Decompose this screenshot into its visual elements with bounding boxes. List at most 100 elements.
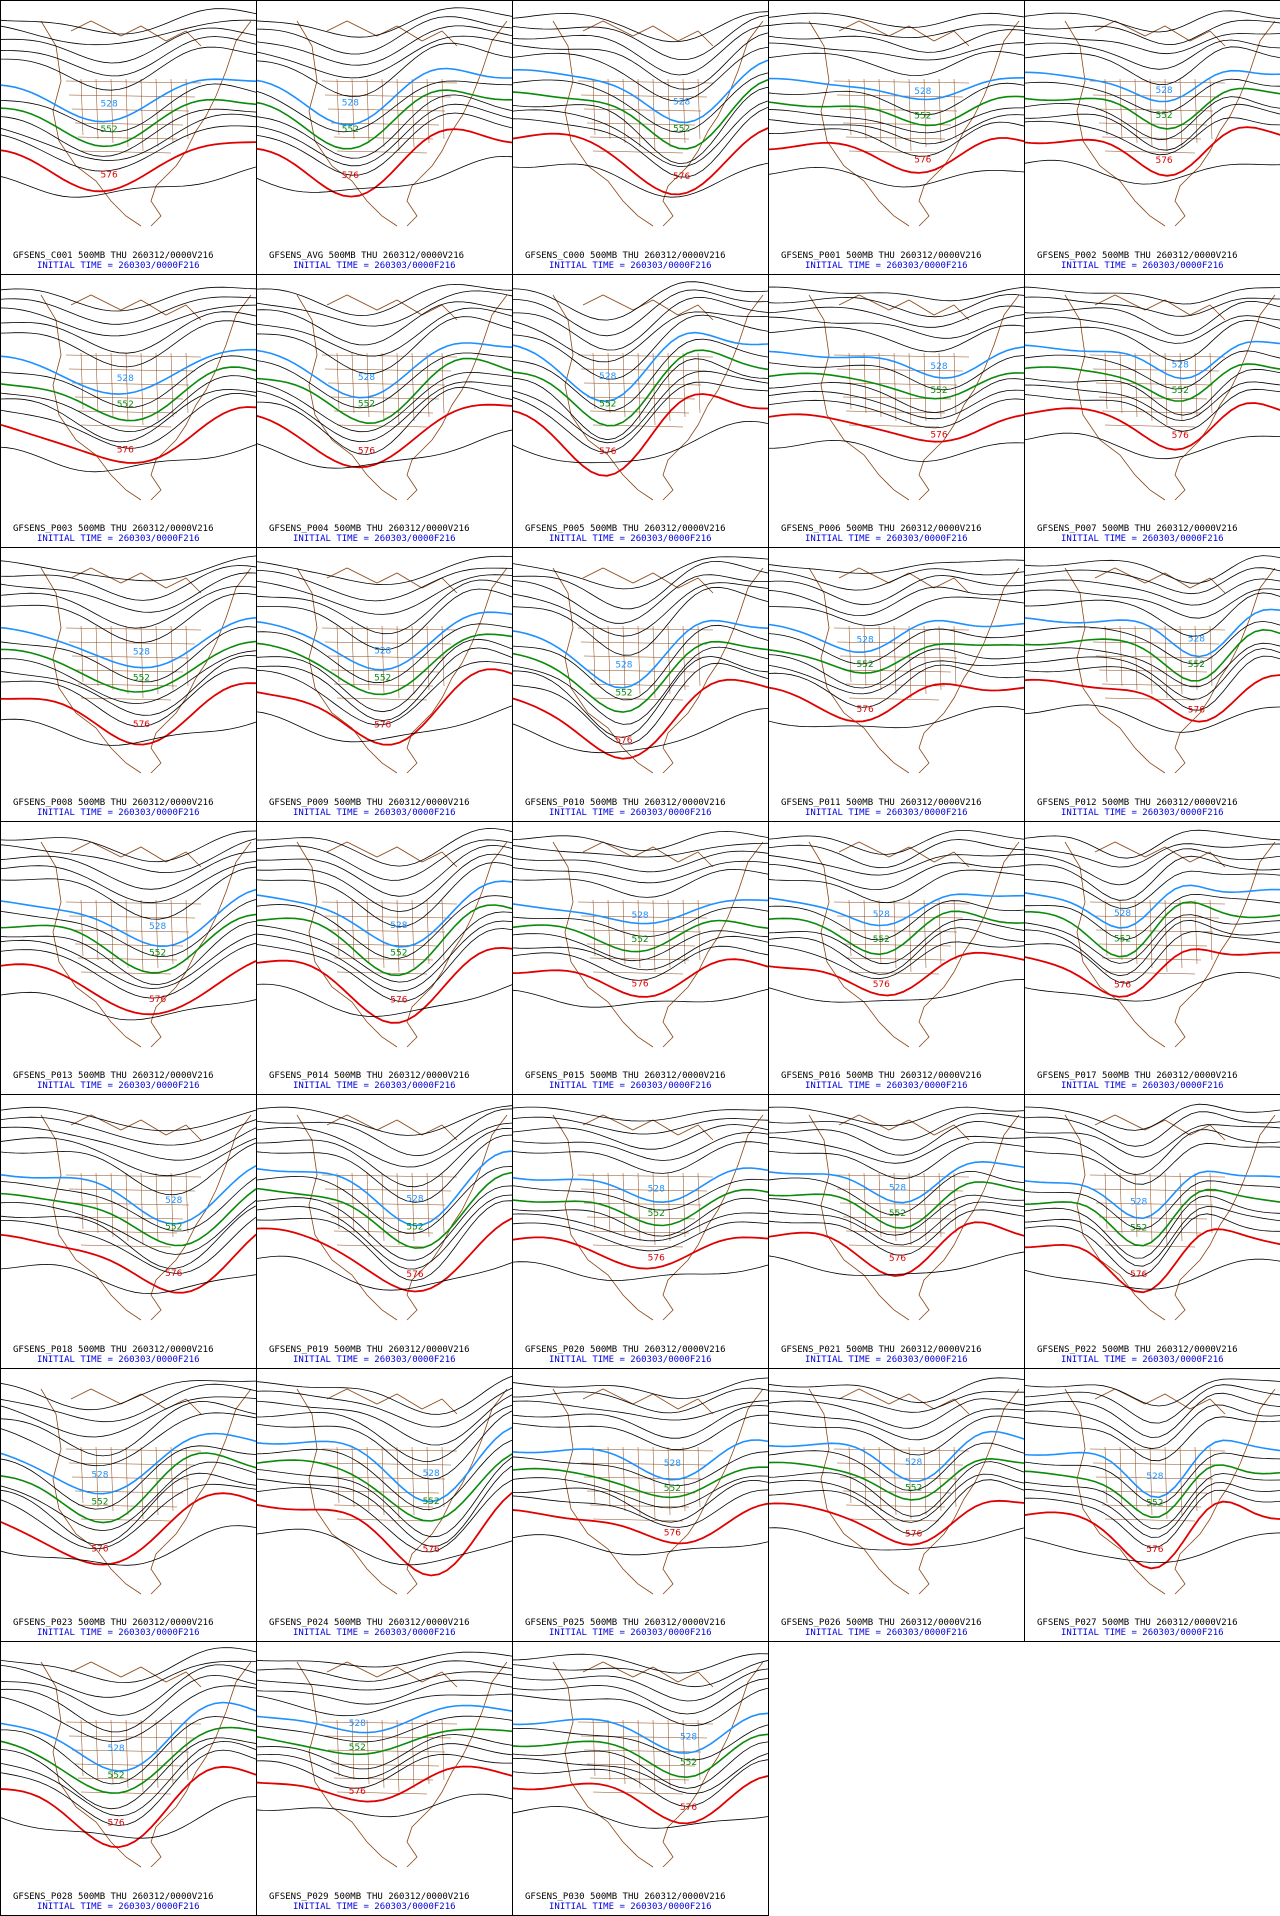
panel-initial-time: INITIAL TIME = 260303/0000F216: [37, 534, 200, 544]
state-border: [381, 78, 385, 148]
state-border: [110, 78, 114, 144]
state-border: [336, 697, 428, 701]
contour-552: [257, 1171, 512, 1249]
ensemble-panel-p019: 528 552 576 GFSENS_P019 500MB THU 260312/00…: [256, 1094, 513, 1369]
contour-576: [769, 1499, 1024, 1546]
west-coastline: [40, 1388, 142, 1595]
state-border: [396, 1719, 400, 1793]
state-border: [863, 625, 867, 687]
height-contour: [513, 1387, 768, 1414]
basemap: [808, 20, 1020, 227]
arctic-coastline: [326, 567, 458, 594]
contour-label-552: 552: [1146, 1498, 1163, 1508]
height-contour: [257, 1134, 512, 1203]
height-contour: [513, 988, 768, 1008]
panel-initial-time: INITIAL TIME = 260303/0000F216: [37, 808, 200, 818]
height-contour: [1025, 1213, 1280, 1277]
contour-552: [513, 640, 768, 713]
height-contour: [769, 1461, 1024, 1517]
panel-initial-time: INITIAL TIME = 260303/0000F216: [805, 808, 968, 818]
state-border: [74, 122, 184, 126]
west-coastline: [296, 20, 398, 227]
west-coastline: [808, 841, 910, 1048]
contour-528: [513, 1167, 768, 1204]
state-border: [1164, 899, 1168, 973]
state-border: [697, 625, 701, 687]
state-border: [170, 1446, 174, 1512]
state-border: [1179, 352, 1183, 422]
height-contour-map: 528 552 576: [769, 559, 1024, 774]
contour-label-528: 528: [664, 1459, 681, 1469]
height-contour: [513, 381, 768, 453]
state-border: [682, 352, 686, 418]
ensemble-panel-p015: 528 552 576 GFSENS_P015 500MB THU 260312/00…: [512, 821, 769, 1095]
contour-552: [1, 366, 256, 422]
state-border: [330, 1216, 440, 1220]
height-contour: [1, 113, 256, 161]
state-border: [80, 78, 84, 136]
contour-label-576: 576: [101, 171, 118, 181]
panel-title: GFSENS_P002 500MB THU 260312/0000V216: [1037, 251, 1238, 261]
height-contour: [1025, 39, 1280, 70]
contour-528: [257, 342, 512, 399]
height-contour: [1025, 893, 1280, 940]
state-border: [938, 1172, 942, 1238]
arctic-coastline: [582, 294, 714, 321]
state-border: [1164, 352, 1168, 426]
height-contour-map: 528 552 576: [1025, 555, 1280, 774]
east-coastline: [150, 567, 252, 774]
state-border: [893, 1446, 897, 1516]
height-contour: [769, 1473, 1024, 1523]
height-contour: [1025, 368, 1280, 416]
state-border: [953, 625, 957, 687]
height-contour: [769, 862, 1024, 891]
height-contour: [513, 556, 768, 590]
height-contour: [769, 305, 1024, 328]
arctic-coastline: [70, 1661, 202, 1688]
state-border: [682, 1719, 686, 1785]
state-border: [592, 971, 684, 975]
height-contour: [513, 25, 768, 76]
contour-label-528: 528: [390, 921, 407, 931]
height-contour: [513, 1132, 768, 1161]
panel-initial-time: INITIAL TIME = 260303/0000F216: [549, 1081, 712, 1091]
arctic-coastline: [838, 1388, 970, 1415]
state-border: [1209, 899, 1213, 961]
height-contour: [1, 1412, 256, 1467]
height-contour: [769, 166, 1024, 188]
state-border: [426, 625, 430, 691]
panel-initial-time: INITIAL TIME = 260303/0000F216: [805, 1628, 968, 1638]
state-border: [351, 1719, 355, 1781]
state-border: [1092, 1188, 1220, 1192]
panel-initial-time: INITIAL TIME = 260303/0000F216: [805, 1355, 968, 1365]
panel-initial-time: INITIAL TIME = 260303/0000F216: [1061, 808, 1224, 818]
height-contour: [1025, 1482, 1280, 1538]
contour-552: [257, 1728, 512, 1756]
state-border: [1119, 1172, 1123, 1234]
west-coastline: [40, 567, 142, 774]
contour-528: [257, 1426, 512, 1503]
height-contour: [513, 15, 768, 60]
west-coastline: [1064, 294, 1166, 501]
contour-label-552: 552: [165, 1222, 182, 1232]
panel-initial-time: INITIAL TIME = 260303/0000F216: [293, 808, 456, 818]
state-border: [1179, 1446, 1183, 1516]
contour-label-528: 528: [133, 648, 150, 658]
state-border: [697, 899, 701, 961]
contour-label-528: 528: [91, 1470, 108, 1480]
state-border: [140, 899, 144, 973]
east-coastline: [1174, 567, 1276, 774]
height-contour: [257, 1679, 512, 1705]
state-border: [652, 1172, 656, 1246]
height-contour: [257, 103, 512, 167]
contour-label-552: 552: [905, 1484, 922, 1494]
contour-label-576: 576: [349, 1787, 366, 1797]
ensemble-panel-p018: 528 552 576 GFSENS_P018 500MB THU 260312/00…: [0, 1094, 257, 1369]
east-coastline: [1174, 294, 1276, 501]
height-contour: [1, 555, 256, 582]
height-contour: [513, 1141, 768, 1174]
contour-label-552: 552: [390, 948, 407, 958]
ensemble-panel-p005: 528 552 576 GFSENS_P005 500MB THU 260312/00…: [512, 274, 769, 548]
state-border: [1092, 641, 1220, 645]
contour-label-552: 552: [914, 111, 931, 121]
